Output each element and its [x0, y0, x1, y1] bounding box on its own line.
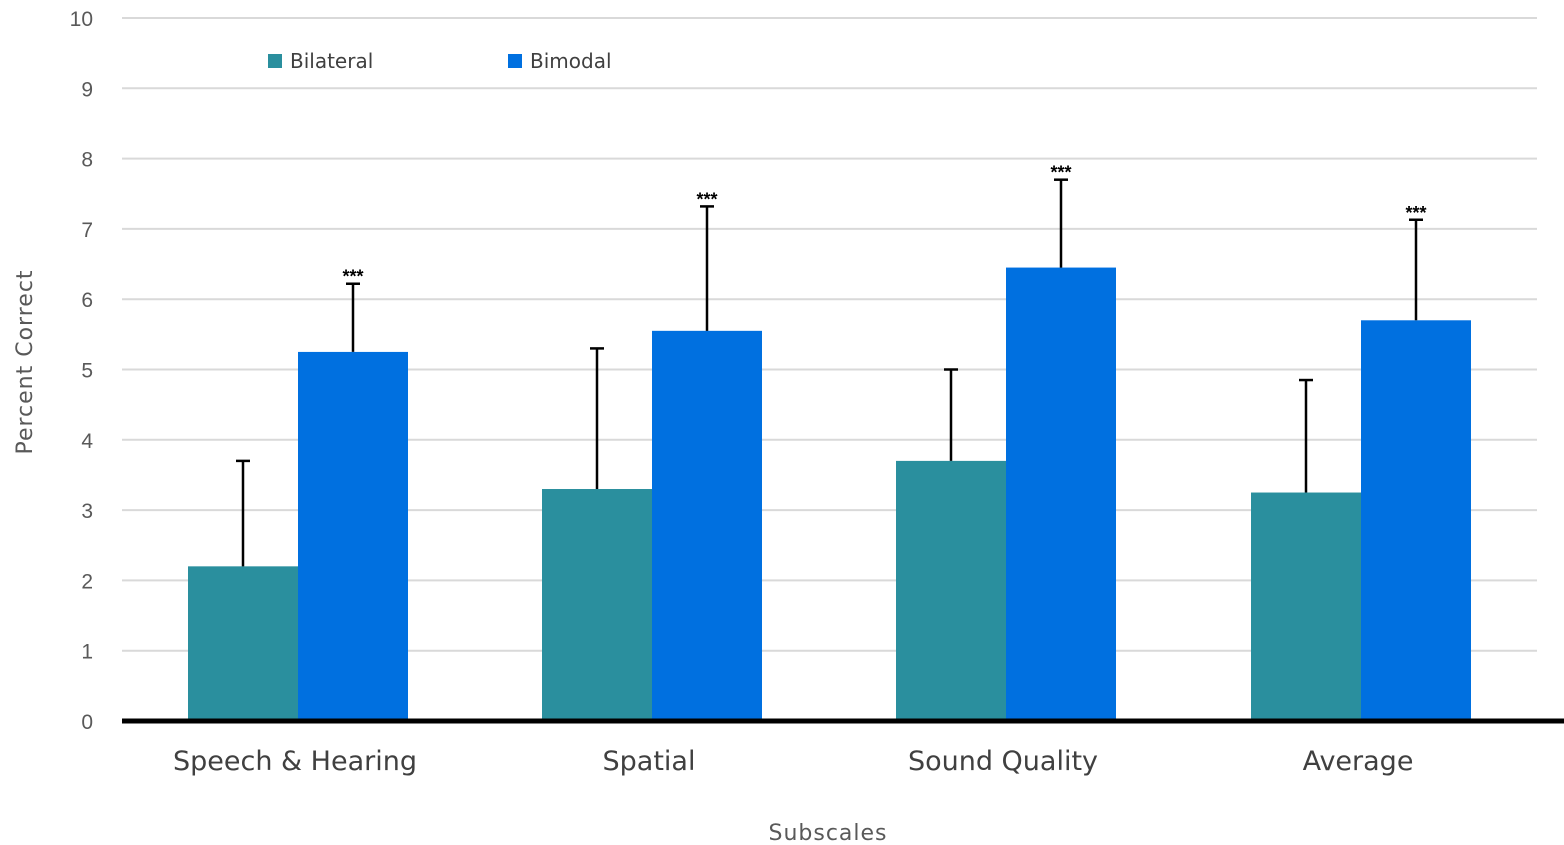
significance-label: ***	[1405, 203, 1426, 223]
bar-bimodal	[1006, 267, 1116, 721]
y-tick-label: 0	[81, 711, 93, 734]
category-labels: Speech & Hearing Spatial Sound Quality Aver…	[173, 746, 1413, 777]
significance-label: ***	[1050, 163, 1071, 183]
y-tick-label: 2	[81, 570, 93, 593]
y-tick-label: 6	[81, 289, 93, 312]
bar-bimodal	[298, 351, 408, 721]
legend: Bilateral Bimodal	[268, 49, 612, 73]
significance-labels: *** *** *** ***	[342, 163, 1426, 287]
error-bars	[236, 178, 1423, 567]
x-axis-title: Subscales	[768, 821, 887, 845]
legend-label-bilateral: Bilateral	[290, 49, 373, 73]
category-label: Speech & Hearing	[173, 746, 417, 777]
bar-bilateral	[542, 489, 652, 721]
y-tick-label: 10	[70, 8, 93, 31]
y-tick-label: 7	[81, 219, 93, 242]
significance-label: ***	[696, 189, 717, 209]
bars	[188, 267, 1471, 721]
bar-bilateral	[188, 566, 298, 721]
y-tick-label: 3	[81, 500, 93, 523]
y-axis-title: Percent Correct	[13, 269, 38, 454]
legend-swatch-bilateral	[268, 54, 282, 68]
bar-bimodal	[652, 330, 762, 721]
y-tick-label: 9	[81, 78, 93, 101]
category-label: Sound Quality	[908, 746, 1098, 777]
significance-label: ***	[342, 267, 363, 287]
category-label: Spatial	[603, 746, 696, 777]
legend-label-bimodal: Bimodal	[530, 49, 612, 73]
bar-bimodal	[1361, 320, 1471, 721]
y-tick-label: 1	[81, 641, 93, 664]
y-tick-label: 4	[81, 430, 93, 453]
y-tick-labels: 0 1 2 3 4 5 6 7 8 9 10	[70, 8, 94, 734]
bar-bilateral	[1251, 492, 1361, 721]
category-label: Average	[1303, 746, 1414, 777]
y-tick-label: 8	[81, 149, 93, 172]
legend-swatch-bimodal	[508, 54, 522, 68]
bar-bilateral	[896, 460, 1006, 721]
y-tick-label: 5	[81, 360, 93, 383]
